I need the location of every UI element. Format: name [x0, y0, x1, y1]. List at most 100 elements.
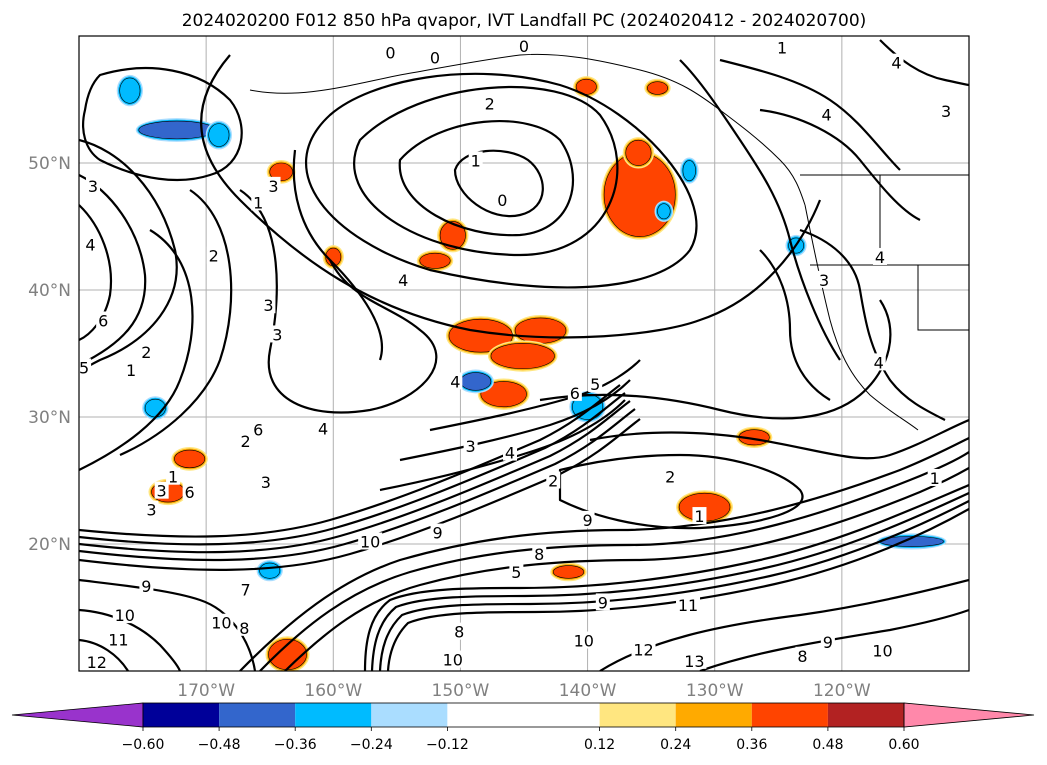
lon-tick-label: 160°W — [304, 681, 362, 701]
contour-line — [759, 108, 921, 221]
contour-label: 8 — [534, 545, 544, 564]
contour-label: 1 — [777, 38, 787, 57]
lat-tick-label: 40°N — [28, 281, 71, 301]
contour-label-bg — [79, 358, 92, 376]
contour-label: 10 — [574, 632, 594, 651]
coastline-layer — [249, 53, 969, 431]
contour-label: 2 — [240, 432, 250, 451]
contour-label: 4 — [450, 372, 460, 391]
ivt-shading-region — [419, 252, 451, 269]
contour-line — [759, 249, 831, 401]
contour-label-bg — [440, 650, 465, 668]
contour-label: 1 — [930, 469, 940, 488]
contour-label: 10 — [872, 642, 892, 661]
contour-line — [79, 392, 626, 546]
contour-label: 6 — [185, 483, 195, 502]
contour-label-bg — [166, 467, 181, 485]
colorbar-tick-label: −0.48 — [198, 737, 241, 753]
contour-label: 1 — [126, 361, 136, 380]
contour-label: 5 — [511, 563, 521, 582]
contour-label-bg — [237, 618, 252, 636]
contour-line — [79, 608, 182, 671]
contour-label-bg — [238, 580, 253, 598]
contour-label-bg — [182, 482, 197, 500]
colorbar-segment — [675, 703, 752, 727]
latitude-tick-labels: 20°N 30°N 40°N 50°N — [28, 154, 71, 555]
contour-line — [79, 138, 178, 373]
contour-label-bg — [676, 595, 701, 613]
contour-line — [292, 149, 383, 361]
contour-label-bg — [85, 176, 100, 194]
ivt-shading-region — [138, 120, 216, 140]
contour-label-bg — [571, 631, 596, 649]
contour-label: 11 — [678, 596, 698, 615]
contour-line — [539, 299, 892, 420]
contour-label-bg — [873, 247, 887, 265]
lat-tick-label: 30°N — [28, 408, 71, 428]
contour-label: 2 — [141, 343, 151, 362]
contour-label: 0 — [430, 49, 440, 68]
contour-line — [679, 59, 841, 361]
contour-line — [79, 384, 621, 538]
contour-label-bg — [144, 500, 159, 518]
colorbar-tick-label: 0.48 — [812, 737, 843, 753]
contour-label-bg — [870, 641, 895, 659]
qvapor-contour-lines — [79, 39, 969, 671]
contour-line — [799, 228, 946, 421]
contour-label: 3 — [272, 325, 282, 344]
contour-label: 11 — [108, 630, 128, 649]
contour-label: 0 — [497, 191, 507, 210]
contour-label: 5 — [590, 375, 600, 394]
ivt-shading-region — [460, 372, 492, 391]
contour-label-bg — [84, 653, 109, 671]
contour-label-bg — [692, 507, 707, 525]
ivt-shading-region — [682, 160, 696, 182]
contour-label-bg — [775, 38, 790, 56]
ivt-shading-region — [514, 317, 567, 344]
contour-label-bg — [580, 510, 595, 528]
contour-label-bg — [261, 296, 276, 314]
contour-line — [79, 400, 631, 554]
contour-label: 12 — [87, 653, 107, 672]
contour-label: 1 — [471, 151, 481, 170]
colorbar-tick-label: −0.24 — [350, 737, 393, 753]
contour-label: 9 — [598, 593, 608, 612]
contour-label-bg — [316, 419, 331, 437]
contour-label-bg — [820, 632, 835, 650]
contour-line — [398, 120, 574, 237]
lon-tick-label: 120°W — [813, 681, 871, 701]
contour-label: 4 — [505, 444, 515, 463]
coastline — [249, 53, 806, 206]
colorbar-segment — [751, 703, 828, 727]
colorbar-tick-label: −0.12 — [426, 737, 469, 753]
contour-label-bg — [139, 576, 154, 594]
contour-label: 10 — [211, 614, 231, 633]
ivt-shading-region — [208, 123, 230, 147]
ivt-shading-region — [490, 343, 555, 370]
contour-line — [363, 483, 969, 671]
contour-label-bg — [266, 176, 281, 194]
contour-label: 1 — [694, 507, 704, 526]
lat-tick-label: 20°N — [28, 535, 71, 555]
contour-line — [79, 578, 257, 671]
contour-label-bg — [96, 311, 111, 329]
contour-label: 5 — [79, 358, 89, 377]
contour-label: 3 — [146, 501, 156, 520]
contour-label-bg — [795, 646, 810, 664]
contour-label: 13 — [684, 652, 704, 671]
map-frame — [78, 35, 970, 672]
contour-label: 8 — [797, 647, 807, 666]
colorbar-segment — [599, 703, 676, 727]
contour-label-bg — [567, 383, 582, 401]
lat-tick-label: 50°N — [28, 154, 71, 174]
contour-line — [82, 67, 243, 182]
contour-label-bg — [139, 343, 154, 361]
contour-label-bg — [209, 613, 234, 631]
contour-label-bg — [83, 235, 98, 253]
contour-label: 2 — [209, 247, 219, 266]
colorbar-segment — [219, 703, 296, 727]
contour-label: 3 — [941, 102, 951, 121]
contour-label-bg — [631, 640, 656, 658]
contour-label-bg — [503, 443, 518, 461]
